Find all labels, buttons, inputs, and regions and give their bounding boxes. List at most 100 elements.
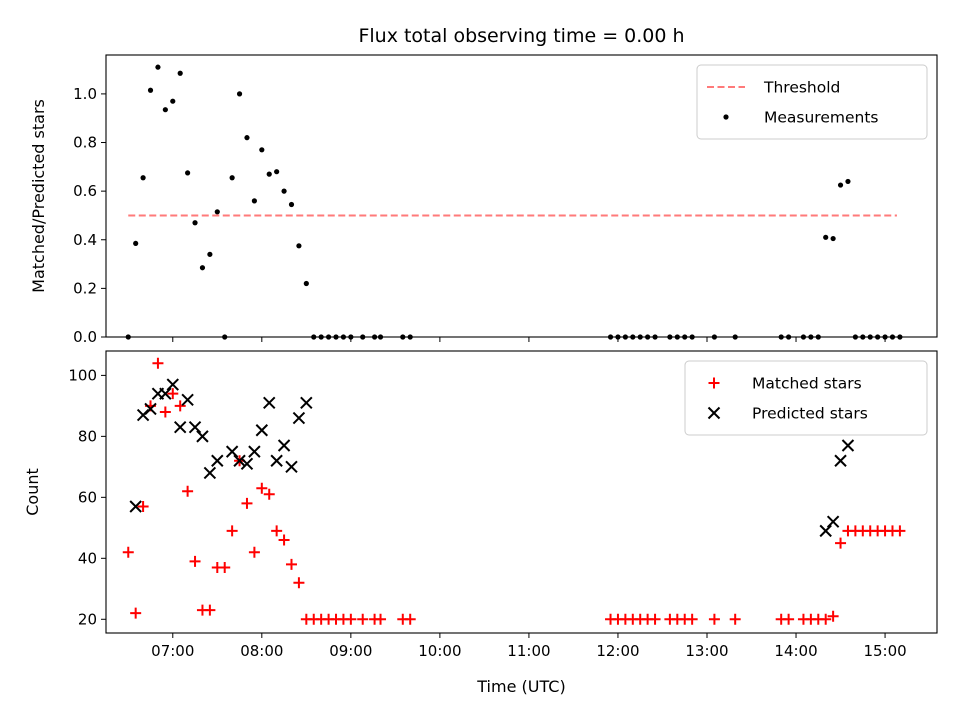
legend-box <box>684 360 928 436</box>
data-point <box>229 175 235 181</box>
data-point <box>360 334 366 340</box>
data-point <box>277 439 291 452</box>
data-point <box>174 400 186 412</box>
data-point <box>214 209 220 215</box>
data-point <box>140 175 146 181</box>
data-point <box>207 251 213 257</box>
data-point <box>783 613 795 625</box>
y-tick-label: 0.2 <box>73 279 97 297</box>
data-point <box>181 393 194 406</box>
series-predicted-stars <box>129 378 855 538</box>
data-point <box>241 497 253 509</box>
y-tick-label: 1.0 <box>73 85 97 103</box>
data-point <box>263 488 275 500</box>
data-point <box>255 424 269 437</box>
legend-dot-swatch <box>723 114 729 120</box>
y-tick-label: 20 <box>78 610 97 628</box>
legend-label: Measurements <box>764 109 879 127</box>
legend-label: Predicted stars <box>752 405 868 423</box>
data-point <box>159 406 171 418</box>
data-point <box>296 243 302 249</box>
data-point <box>835 537 847 549</box>
data-point <box>841 439 855 452</box>
data-point <box>645 334 651 340</box>
data-point <box>300 396 313 410</box>
x-tick-label: 13:00 <box>685 642 728 660</box>
data-point <box>852 334 858 340</box>
data-point <box>311 334 317 340</box>
data-point <box>170 98 176 104</box>
data-point <box>185 170 191 176</box>
data-point <box>188 421 202 434</box>
data-point <box>345 613 357 625</box>
data-point <box>288 201 295 208</box>
y-tick-label: 100 <box>68 366 97 384</box>
data-point <box>189 555 201 567</box>
panel-counts: 20 40 60 80 100 07:00 08:00 09:00 10:00 11:00 12:0… <box>23 350 938 696</box>
y-tick-label: 60 <box>78 488 97 506</box>
data-point <box>236 91 243 97</box>
data-point <box>293 577 305 589</box>
data-point <box>875 334 881 340</box>
data-point <box>622 334 628 340</box>
legend: Threshold Measurements <box>696 64 928 140</box>
data-point <box>652 334 658 340</box>
data-point <box>318 334 324 340</box>
data-point <box>270 454 283 467</box>
data-point <box>711 334 718 340</box>
data-point <box>845 178 851 185</box>
y-tick-label: 0.8 <box>73 134 97 152</box>
data-point <box>251 198 257 204</box>
data-point <box>815 334 821 340</box>
data-point <box>166 378 179 391</box>
data-point <box>819 524 832 538</box>
data-point <box>348 334 354 340</box>
data-point <box>133 240 139 247</box>
data-point <box>732 334 738 340</box>
data-point <box>377 334 384 340</box>
data-point <box>155 64 161 70</box>
data-point <box>615 334 621 340</box>
data-point <box>375 613 387 625</box>
data-point <box>823 234 829 240</box>
data-point <box>248 546 260 558</box>
data-point <box>199 265 206 271</box>
x-tick-label: 11:00 <box>507 642 550 660</box>
data-point <box>808 334 814 340</box>
legend-plus-swatch <box>708 377 720 389</box>
x-tick-label: 15:00 <box>863 642 906 660</box>
data-point <box>837 182 844 188</box>
data-point <box>607 334 614 340</box>
data-point <box>689 334 695 340</box>
data-point <box>240 457 254 471</box>
data-point <box>371 334 378 340</box>
data-point <box>333 334 339 340</box>
data-point <box>325 334 332 340</box>
data-point <box>834 454 847 467</box>
data-point <box>357 613 369 625</box>
data-point <box>708 613 720 625</box>
data-point <box>266 171 272 177</box>
data-point <box>674 334 680 340</box>
data-point <box>222 334 228 340</box>
data-point <box>882 334 888 340</box>
plot-frame <box>105 54 938 338</box>
data-point <box>686 613 698 625</box>
y-tick-label: 0.0 <box>73 328 97 346</box>
y-axis-label: Count <box>23 468 42 516</box>
y-tick-label: 80 <box>78 427 97 445</box>
data-point <box>211 454 224 467</box>
data-point <box>192 220 198 226</box>
data-point <box>820 613 832 625</box>
data-point <box>130 607 142 619</box>
data-point <box>292 411 306 425</box>
data-point <box>162 107 168 113</box>
data-point <box>278 534 290 546</box>
data-point <box>630 334 636 340</box>
data-point <box>826 515 840 528</box>
data-point <box>167 388 179 400</box>
data-point <box>196 430 209 443</box>
data-point <box>889 334 896 340</box>
plot-frame <box>105 350 938 634</box>
